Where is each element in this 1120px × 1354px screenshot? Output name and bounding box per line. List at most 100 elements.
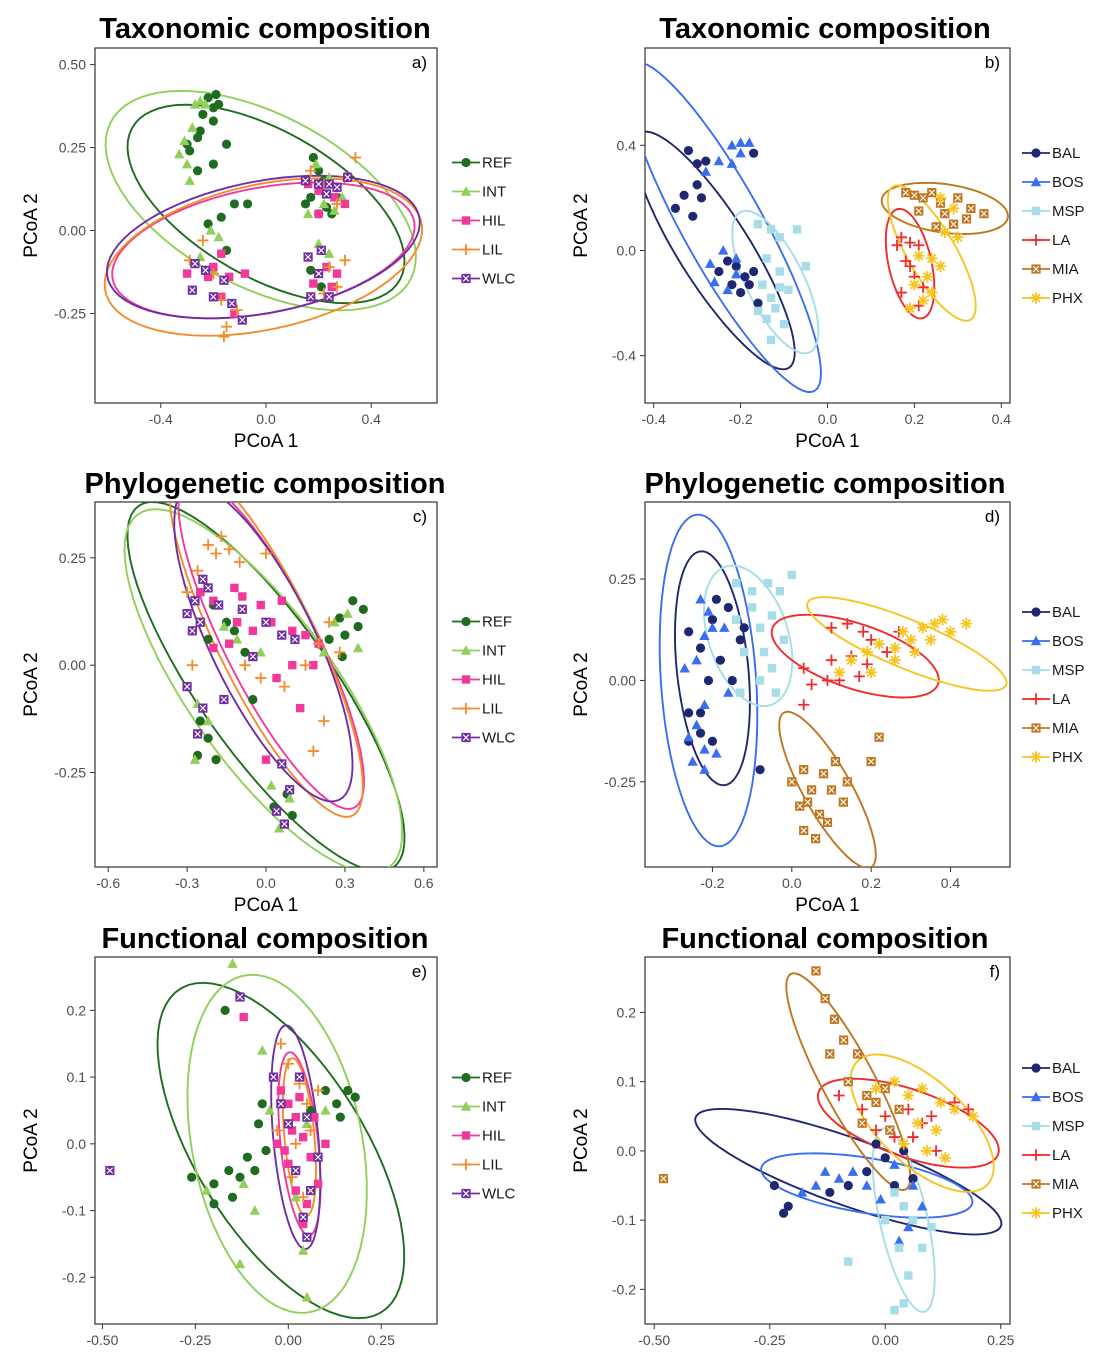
point-phx [908, 646, 921, 658]
legend-key-marker [460, 186, 472, 196]
point-msp [763, 578, 773, 588]
point-bal [723, 602, 733, 613]
point-phx [948, 1103, 961, 1116]
point-bal [779, 1208, 789, 1218]
point-wlc [182, 609, 192, 619]
point-hil [224, 272, 234, 282]
point-hil [302, 1199, 312, 1209]
point-bal [735, 287, 746, 298]
point-bos [735, 147, 746, 158]
y-tick-label: 0.2 [617, 1004, 637, 1020]
point-la [833, 1089, 845, 1102]
ellipse-ref [156, 981, 406, 1320]
point-phx [925, 252, 938, 265]
plot-data [105, 958, 406, 1320]
legend-label: WLC [482, 1186, 516, 1203]
point-wlc [316, 245, 326, 255]
y-tick-label: -0.2 [612, 1281, 636, 1297]
y-tick-label: -0.2 [62, 1269, 86, 1285]
point-msp [775, 267, 784, 276]
point-mia [799, 825, 809, 836]
point-bal [703, 675, 714, 686]
point-wlc [302, 1112, 312, 1122]
point-int [342, 608, 353, 618]
ellipse-lil [281, 1057, 317, 1218]
point-phx [934, 192, 947, 204]
point-phx [889, 654, 901, 666]
point-hil [209, 643, 218, 653]
legend: BAL BOS MSP LA MIA PHX [1022, 145, 1085, 307]
point-mia [914, 206, 924, 216]
point-mia [814, 809, 825, 819]
point-wlc [314, 179, 324, 189]
point-hil [182, 269, 192, 278]
point-msp [844, 1257, 853, 1266]
point-lil [197, 234, 209, 247]
point-msp [787, 570, 796, 580]
x-tick-label: -0.50 [638, 1332, 670, 1348]
point-ref [242, 199, 253, 209]
point-int [181, 158, 193, 169]
point-msp [732, 615, 741, 624]
point-phx [865, 666, 877, 679]
point-wlc [190, 259, 200, 269]
ellipse-int [123, 508, 404, 867]
point-ref [227, 1192, 238, 1202]
point-ref [257, 1099, 267, 1109]
point-bos [889, 1159, 900, 1169]
point-bos [700, 166, 712, 176]
point-bos [744, 137, 755, 147]
point-lil [307, 745, 319, 757]
point-bal [783, 1201, 793, 1211]
point-mia [880, 1083, 890, 1094]
point-bal [695, 728, 706, 738]
point-ref [242, 1152, 253, 1162]
point-lil [305, 1124, 317, 1137]
point-phx [947, 202, 960, 215]
point-ref [335, 1112, 345, 1122]
point-ref [193, 132, 203, 143]
point-hil [288, 626, 297, 636]
point-lil [234, 556, 246, 568]
point-ref [195, 716, 205, 726]
legend-key-marker [1031, 206, 1041, 216]
legend-label: LA [1052, 691, 1070, 708]
chart-panel-b: Taxonomic composition b) -0.4 -0.2 0.0 0.2 0.4… [571, 13, 1085, 452]
legend-key-marker [1030, 176, 1042, 187]
point-int [302, 208, 314, 219]
point-la [821, 674, 834, 687]
panel-label: f) [990, 962, 1000, 981]
plot-data [645, 62, 1009, 393]
point-hil [310, 1112, 319, 1122]
legend-label: WLC [482, 271, 516, 288]
point-mia [826, 785, 837, 795]
point-bal [684, 627, 694, 637]
point-wlc [290, 634, 300, 645]
x-tick-label: 0.00 [872, 1332, 899, 1348]
point-int [200, 99, 211, 109]
x-axis-label: PCoA 1 [795, 895, 859, 916]
point-phx [911, 1117, 924, 1129]
point-mia [810, 834, 821, 844]
point-hil [291, 1112, 300, 1122]
y-tick-label: -0.25 [54, 765, 86, 781]
point-lil [239, 659, 251, 671]
point-wlc [268, 1072, 279, 1082]
point-la [881, 646, 893, 658]
point-int [264, 1105, 275, 1115]
legend-label: LIL [482, 701, 503, 718]
ellipse-la [816, 1077, 1000, 1169]
y-tick-label: -0.25 [54, 305, 86, 321]
point-hil [284, 1099, 293, 1108]
point-msp [732, 578, 741, 588]
legend-label: MSP [1052, 1118, 1085, 1135]
point-ref [340, 630, 350, 640]
point-bal [714, 266, 724, 277]
point-ref [300, 199, 311, 209]
point-phx [930, 1124, 942, 1136]
point-int [301, 1291, 313, 1302]
point-mia [795, 801, 805, 811]
point-la [825, 654, 838, 666]
point-bal [670, 203, 681, 214]
point-bal [707, 736, 718, 746]
